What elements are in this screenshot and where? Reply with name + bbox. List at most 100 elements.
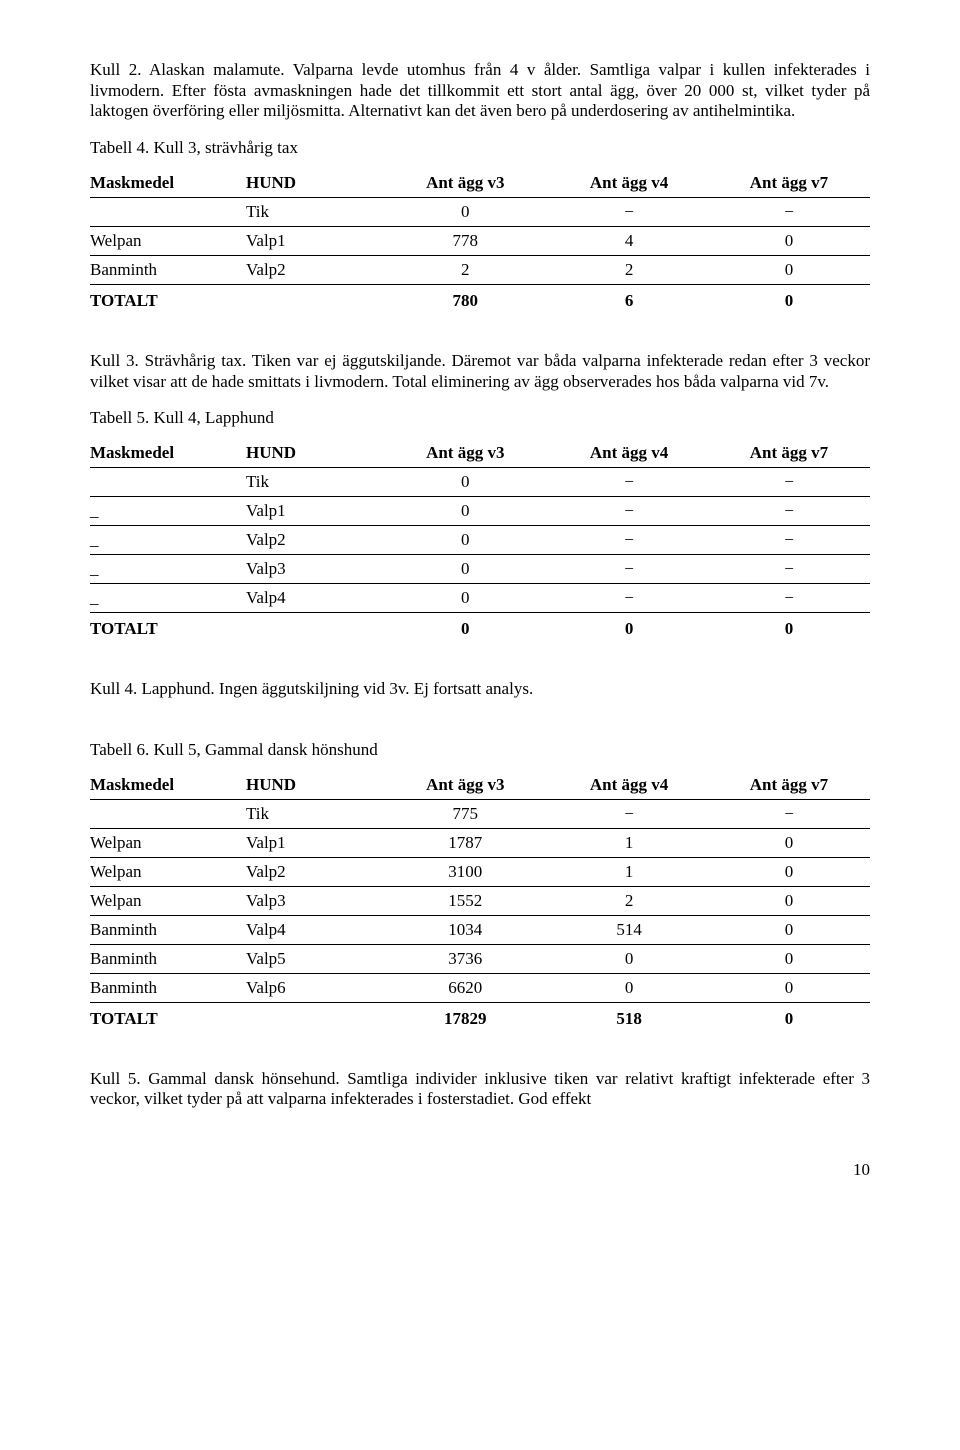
table-cell: _ [90, 497, 246, 526]
th: Maskmedel [90, 771, 246, 800]
table-total-row: TOTALT000 [90, 613, 870, 644]
table-cell: 0 [714, 255, 870, 284]
table-cell: 0 [714, 828, 870, 857]
table-cell: 0 [714, 915, 870, 944]
table-row: WelpanValp3155220 [90, 886, 870, 915]
table-cell: − [714, 197, 870, 226]
table-cell: 0 [386, 555, 550, 584]
table-cell [246, 613, 386, 644]
table-cell: − [714, 555, 870, 584]
table-cell: 0 [386, 613, 550, 644]
th: Maskmedel [90, 439, 246, 468]
table-cell: Valp3 [246, 886, 386, 915]
table-cell: 0 [714, 857, 870, 886]
th: Maskmedel [90, 169, 246, 198]
table-cell: Welpan [90, 886, 246, 915]
table-cell: − [550, 468, 714, 497]
table-cell: − [714, 799, 870, 828]
table-row: WelpanValp2310010 [90, 857, 870, 886]
table-cell: Banminth [90, 973, 246, 1002]
th: HUND [246, 169, 386, 198]
table-cell: TOTALT [90, 613, 246, 644]
th: Ant ägg v4 [550, 771, 714, 800]
paragraph-2: Kull 3. Strävhårig tax. Tiken var ej ägg… [90, 351, 870, 392]
paragraph-3: Kull 4. Lapphund. Ingen äggutskiljning v… [90, 679, 870, 700]
table-row: BanminthValp2220 [90, 255, 870, 284]
th: Ant ägg v4 [550, 169, 714, 198]
table-row: Tik0−− [90, 468, 870, 497]
table-cell: Banminth [90, 944, 246, 973]
table-cell: 0 [714, 1002, 870, 1033]
table-cell [246, 1002, 386, 1033]
table-cell: 0 [550, 973, 714, 1002]
th: HUND [246, 439, 386, 468]
table4: Maskmedel HUND Ant ägg v3 Ant ägg v4 Ant… [90, 169, 870, 315]
th: HUND [246, 771, 386, 800]
table-cell: 1787 [386, 828, 550, 857]
table-cell: Tik [246, 197, 386, 226]
table-cell: 0 [386, 526, 550, 555]
th: Ant ägg v3 [386, 169, 550, 198]
table-cell: Valp2 [246, 857, 386, 886]
table-cell: − [714, 526, 870, 555]
table-row: _Valp20−− [90, 526, 870, 555]
table-row: BanminthValp410345140 [90, 915, 870, 944]
table-cell: − [714, 497, 870, 526]
table-row: BanminthValp6662000 [90, 973, 870, 1002]
table-cell: 0 [714, 226, 870, 255]
table-total-row: TOTALT 178295180 [90, 1002, 870, 1033]
table-row: WelpanValp177840 [90, 226, 870, 255]
table-cell: Welpan [90, 857, 246, 886]
table5: Maskmedel HUND Ant ägg v3 Ant ägg v4 Ant… [90, 439, 870, 643]
table-cell: 0 [386, 468, 550, 497]
table-cell: 0 [714, 613, 870, 644]
paragraph-4: Kull 5. Gammal dansk hönsehund. Samtliga… [90, 1069, 870, 1110]
table-cell: 6 [550, 284, 714, 315]
th: Ant ägg v3 [386, 771, 550, 800]
table-cell: Tik [246, 468, 386, 497]
table-cell: Valp6 [246, 973, 386, 1002]
table-row: _Valp40−− [90, 584, 870, 613]
table-cell: TOTALT [90, 284, 246, 315]
table4-caption: Tabell 4. Kull 3, strävhårig tax [90, 138, 870, 159]
table-cell: − [550, 197, 714, 226]
table-cell: − [550, 799, 714, 828]
table-cell: − [714, 468, 870, 497]
th: Ant ägg v7 [714, 169, 870, 198]
table-cell [90, 197, 246, 226]
table-cell: _ [90, 555, 246, 584]
table-cell: 17829 [386, 1002, 550, 1033]
table-cell: − [714, 584, 870, 613]
table-row: BanminthValp5373600 [90, 944, 870, 973]
table6-body: Tik775−−WelpanValp1178710WelpanValp23100… [90, 799, 870, 1033]
table-cell: 3736 [386, 944, 550, 973]
table-cell: 2 [550, 255, 714, 284]
th: Ant ägg v7 [714, 771, 870, 800]
table-total-row: TOTALT78060 [90, 284, 870, 315]
table-cell: 775 [386, 799, 550, 828]
table-cell: Valp1 [246, 497, 386, 526]
table4-body: Tik0−−WelpanValp177840BanminthValp2220TO… [90, 197, 870, 315]
table-cell: Valp2 [246, 526, 386, 555]
table-row: Tik0−− [90, 197, 870, 226]
table6: Maskmedel HUND Ant ägg v3 Ant ägg v4 Ant… [90, 771, 870, 1033]
table-cell: Tik [246, 799, 386, 828]
table-cell: 3100 [386, 857, 550, 886]
table5-body: Tik0−−_Valp10−−_Valp20−−_Valp30−−_Valp40… [90, 468, 870, 644]
table-row: WelpanValp1178710 [90, 828, 870, 857]
table-cell: 518 [550, 1002, 714, 1033]
table-cell: Valp5 [246, 944, 386, 973]
table-cell: − [550, 497, 714, 526]
table-cell: _ [90, 584, 246, 613]
table-cell [246, 284, 386, 315]
th: Ant ägg v4 [550, 439, 714, 468]
table-row: _Valp30−− [90, 555, 870, 584]
table-cell: 0 [386, 197, 550, 226]
table-cell: − [550, 584, 714, 613]
table-cell: 0 [386, 497, 550, 526]
table-cell: TOTALT [90, 1002, 246, 1033]
table-cell: Banminth [90, 915, 246, 944]
table-cell: 514 [550, 915, 714, 944]
table-cell: 1034 [386, 915, 550, 944]
table-row: _Valp10−− [90, 497, 870, 526]
